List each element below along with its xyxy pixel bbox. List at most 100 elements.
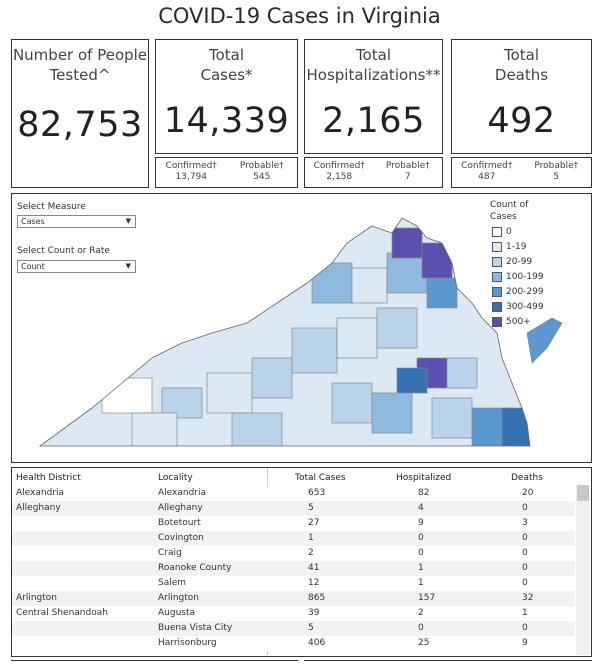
table-row[interactable]: Harrisonburg 406 25 9 [12,636,575,651]
legend-swatch [492,272,502,282]
card-label: Tested^ [49,66,111,84]
cell-deaths: 1 [522,608,528,618]
cell-locality: Harrisonburg [158,638,217,648]
cell-locality: Arlington [158,593,200,603]
table-row[interactable]: Alexandria Alexandria 653 82 20 [12,486,575,501]
cell-locality: Craig [158,548,182,558]
hospitalizations-breakdown: Confirmed† 2,158 Probable† 7 [304,157,443,188]
cell-deaths: 20 [522,488,534,498]
cell-total-cases: 5 [308,623,314,633]
cell-total-cases: 5 [308,503,314,513]
cell-locality: Covington [158,533,204,543]
virginia-map[interactable] [32,208,572,448]
cell-deaths: 0 [522,548,528,558]
people-tested-value: 82,753 [17,105,143,145]
total-hospitalizations-card[interactable]: Total Hospitalizations** 2,165 [304,39,443,154]
cell-hospitalized: 25 [418,638,430,648]
cell-hospitalized: 0 [418,623,424,633]
legend-swatch [492,317,502,327]
cell-hospitalized: 0 [418,533,424,543]
legend-item[interactable]: 1-19 [492,242,526,253]
legend-item[interactable]: 0 [492,227,512,238]
col-locality[interactable]: Locality [158,473,193,483]
card-label: Deaths [494,66,549,84]
table-row[interactable]: Botetourt 27 9 3 [12,516,575,531]
cell-hospitalized: 157 [418,593,436,603]
probable-value: 7 [404,172,411,182]
cell-health-district: Arlington [16,593,58,603]
legend-item[interactable]: 20-99 [492,257,532,268]
col-deaths[interactable]: Deaths [511,473,543,483]
confirmed-value: 2,158 [326,172,353,182]
col-hospitalized[interactable]: Hospitalized [396,473,452,483]
count-rate-dropdown-value: Count [21,262,45,271]
legend-swatch [492,257,502,267]
legend-label: 1-19 [506,242,527,252]
cell-total-cases: 41 [308,563,320,573]
table-row[interactable]: Craig 2 0 0 [12,546,575,561]
card-label: Total [503,46,540,64]
cell-locality: Alleghany [158,503,203,513]
scrollbar-thumb[interactable] [577,485,589,501]
cell-total-cases: 406 [308,638,326,648]
col-health-district[interactable]: Health District [16,473,81,483]
table-row[interactable]: Salem 12 1 0 [12,576,575,591]
card-label: Hospitalizations** [306,66,441,84]
cell-hospitalized: 82 [418,488,430,498]
measure-dropdown[interactable]: Cases ▼ [17,215,136,228]
legend-label: 200-299 [506,287,544,297]
cell-health-district: Alexandria [16,488,65,498]
probable-value: 545 [253,172,271,182]
cell-total-cases: 12 [308,578,320,588]
col-total-cases[interactable]: Total Cases [295,473,346,483]
cell-locality: Salem [158,578,187,588]
cell-deaths: 0 [522,503,528,513]
legend-item[interactable]: 100-199 [492,272,544,283]
cell-hospitalized: 0 [418,548,424,558]
legend-item[interactable]: 200-299 [492,287,544,298]
probable-label: Probable† [239,161,284,171]
legend-label: 20-99 [506,257,533,267]
legend-item[interactable]: 300-499 [492,302,544,313]
measure-dropdown-value: Cases [21,217,45,226]
confirmed-value: 13,794 [175,172,208,182]
table-row[interactable]: Roanoke County 41 1 0 [12,561,575,576]
table-scrollbar[interactable] [576,485,590,655]
count-rate-dropdown[interactable]: Count ▼ [17,260,136,273]
card-label: Total [208,46,245,64]
table-row[interactable]: Buena Vista City 5 0 0 [12,621,575,636]
total-deaths-card[interactable]: Total Deaths 492 [451,39,592,154]
cell-total-cases: 2 [308,548,314,558]
people-tested-card[interactable]: Number of People Tested^ 82,753 [11,39,149,188]
legend-label: 100-199 [506,272,544,282]
card-label: Total [355,46,392,64]
total-cases-breakdown: Confirmed† 13,794 Probable† 545 [155,157,298,188]
cell-hospitalized: 9 [418,518,424,528]
legend-swatch [492,302,502,312]
table-row[interactable]: Covington 1 0 0 [12,531,575,546]
total-cases-card[interactable]: Total Cases* 14,339 [155,39,298,154]
cell-deaths: 0 [522,563,528,573]
cell-total-cases: 1 [308,533,314,543]
table-row[interactable]: Central Shenandoah Augusta 39 2 1 [12,606,575,621]
cell-locality: Augusta [158,608,196,618]
cell-total-cases: 39 [308,608,320,618]
chevron-down-icon: ▼ [125,262,131,270]
total-deaths-value: 492 [487,101,556,141]
total-cases-value: 14,339 [163,101,290,141]
legend-title: Count of [490,200,529,210]
confirmed-label: Confirmed† [313,161,365,171]
cell-deaths: 9 [522,638,528,648]
table-row[interactable]: Alleghany Alleghany 5 4 0 [12,501,575,516]
cell-hospitalized: 1 [418,563,424,573]
table-row[interactable]: Arlington Arlington 865 157 32 [12,591,575,606]
cell-locality: Alexandria [158,488,207,498]
chevron-down-icon: ▼ [125,217,131,225]
card-label: Number of People [12,46,148,64]
confirmed-label: Confirmed† [461,161,513,171]
cell-total-cases: 865 [308,593,326,603]
cell-hospitalized: 2 [418,608,424,618]
legend-swatch [492,227,502,237]
legend-item[interactable]: 500+ [492,317,531,328]
select-measure-label: Select Measure [17,202,86,212]
